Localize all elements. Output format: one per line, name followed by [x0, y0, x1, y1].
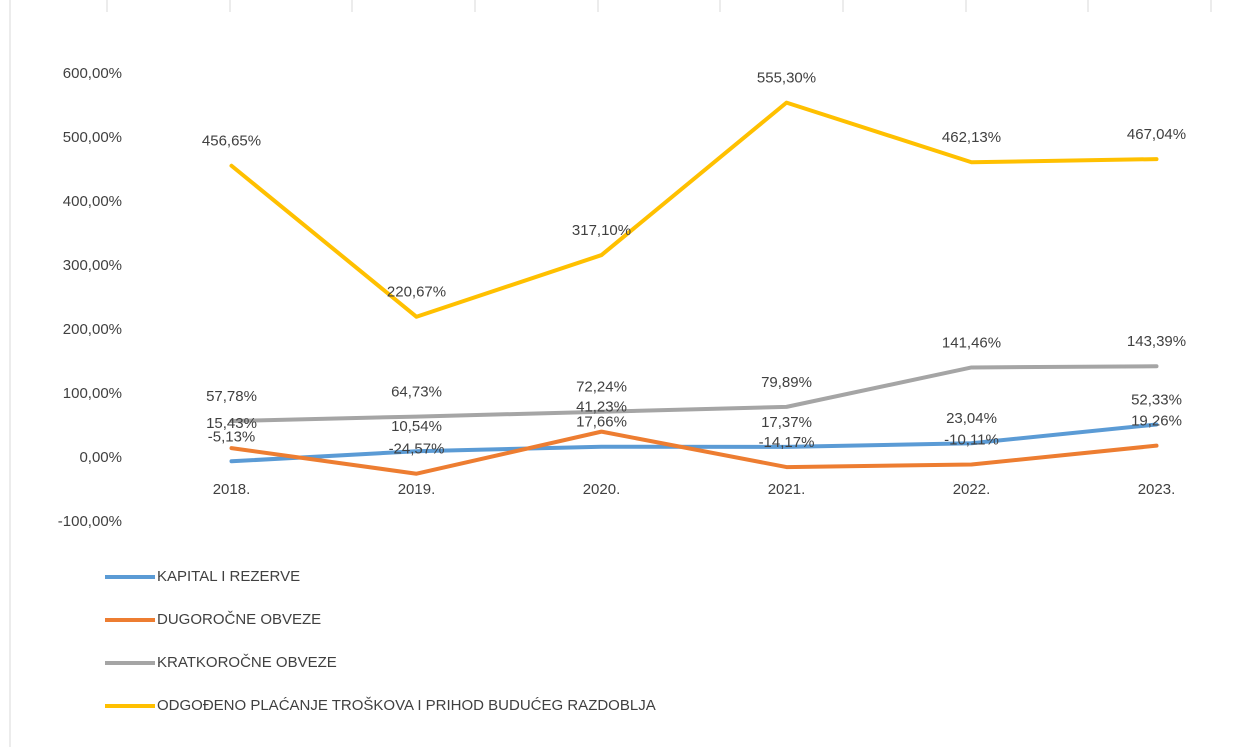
- series-line: [229, 429, 1159, 476]
- x-tick-label: 2021.: [768, 481, 806, 498]
- data-label: 220,67%: [387, 284, 446, 301]
- data-label: -14,17%: [759, 434, 815, 451]
- series-line: [229, 422, 1159, 464]
- x-tick-label: 2023.: [1138, 481, 1176, 498]
- data-label: 17,37%: [761, 414, 812, 431]
- data-label: 57,78%: [206, 388, 257, 405]
- data-label: 41,23%: [576, 399, 627, 416]
- data-label: 23,04%: [946, 410, 997, 427]
- series-line: [229, 100, 1159, 319]
- data-label: 79,89%: [761, 374, 812, 391]
- data-label: 64,73%: [391, 384, 442, 401]
- y-tick-label: -100,00%: [58, 513, 122, 530]
- x-tick-label: 2019.: [398, 481, 436, 498]
- data-label: 15,43%: [206, 415, 257, 432]
- y-tick-label: 200,00%: [63, 321, 122, 338]
- x-tick-label: 2018.: [213, 481, 251, 498]
- data-label: 72,24%: [576, 379, 627, 396]
- y-tick-label: 300,00%: [63, 257, 122, 274]
- data-label: 19,26%: [1131, 413, 1182, 430]
- legend-label: DUGOROČNE OBVEZE: [157, 611, 321, 628]
- data-label: -24,57%: [389, 441, 445, 458]
- data-label: 317,10%: [572, 222, 631, 239]
- data-label: 462,13%: [942, 129, 1001, 146]
- x-tick-label: 2020.: [583, 481, 621, 498]
- data-label: 456,65%: [202, 133, 261, 150]
- legend-label: KAPITAL I REZERVE: [157, 568, 300, 585]
- data-label: 17,66%: [576, 414, 627, 431]
- x-tick-label: 2022.: [953, 481, 991, 498]
- legend-label: ODGOĐENO PLAĆANJE TROŠKOVA I PRIHOD BUDU…: [157, 697, 656, 714]
- data-label: 10,54%: [391, 418, 442, 435]
- data-label: 141,46%: [942, 334, 1001, 351]
- series-line: [229, 364, 1159, 424]
- y-tick-label: 100,00%: [63, 385, 122, 402]
- legend-label: KRATKOROČNE OBVEZE: [157, 654, 337, 671]
- y-tick-label: 500,00%: [63, 129, 122, 146]
- y-tick-label: 600,00%: [63, 65, 122, 82]
- data-label: 143,39%: [1127, 333, 1186, 350]
- y-tick-label: 400,00%: [63, 193, 122, 210]
- data-label: -5,13%: [208, 428, 256, 445]
- sheet-grid: [9, 0, 1212, 747]
- data-label: -10,11%: [944, 431, 999, 448]
- data-label: 555,30%: [757, 70, 816, 87]
- y-tick-label: 0,00%: [79, 449, 122, 466]
- data-label: 52,33%: [1131, 391, 1182, 408]
- data-label: 467,04%: [1127, 126, 1186, 143]
